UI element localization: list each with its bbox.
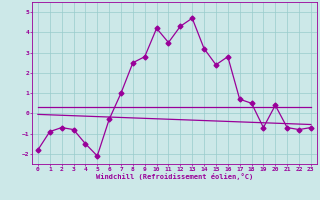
X-axis label: Windchill (Refroidissement éolien,°C): Windchill (Refroidissement éolien,°C) [96, 173, 253, 180]
